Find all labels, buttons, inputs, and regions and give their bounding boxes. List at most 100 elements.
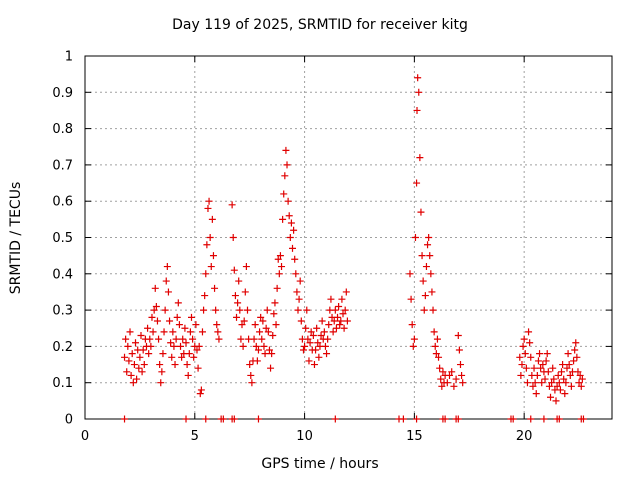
data-point: [127, 371, 135, 379]
chart-title: Day 119 of 2025, SRMTID for receiver kit…: [172, 17, 468, 33]
data-point: [139, 346, 147, 354]
data-point: [234, 299, 242, 307]
data-point: [150, 306, 158, 314]
data-point: [161, 306, 169, 314]
data-point: [521, 350, 529, 358]
data-point: [192, 321, 200, 329]
data-point: [315, 353, 323, 361]
data-point: [239, 342, 247, 350]
data-point: [195, 342, 203, 350]
data-point: [545, 382, 553, 390]
data-point: [428, 288, 436, 296]
data-point: [144, 324, 152, 332]
data-point: [575, 379, 583, 387]
data-point: [562, 379, 570, 387]
data-point: [153, 317, 161, 325]
data-point: [278, 263, 286, 271]
data-point: [307, 328, 315, 336]
data-point: [518, 361, 526, 369]
data-point: [343, 317, 351, 325]
data-point: [162, 277, 170, 285]
data-point: [168, 353, 176, 361]
data-point: [149, 328, 157, 336]
data-point: [292, 270, 300, 278]
data-point: [431, 342, 439, 350]
data-point: [297, 317, 305, 325]
data-point: [565, 361, 573, 369]
data-point: [257, 313, 265, 321]
data-point: [181, 324, 189, 332]
data-point: [342, 288, 350, 296]
data-point: [337, 317, 345, 325]
x-tick-label: 15: [406, 429, 423, 444]
data-point: [243, 306, 251, 314]
data-point: [320, 328, 328, 336]
data-point: [530, 364, 538, 372]
data-point: [164, 288, 172, 296]
data-point: [415, 88, 423, 96]
data-point: [263, 306, 271, 314]
data-point: [517, 371, 525, 379]
data-point: [132, 339, 140, 347]
data-point: [294, 306, 302, 314]
data-point: [172, 335, 180, 343]
data-point: [516, 353, 524, 361]
data-point: [214, 328, 222, 336]
data-point: [429, 306, 437, 314]
data-point: [541, 375, 549, 383]
data-point: [187, 313, 195, 321]
data-point: [252, 342, 260, 350]
data-point: [275, 270, 283, 278]
data-point: [125, 357, 133, 365]
data-point: [296, 277, 304, 285]
data-point: [577, 382, 585, 390]
data-point: [260, 342, 268, 350]
data-point: [450, 382, 458, 390]
data-point: [446, 371, 454, 379]
data-point: [246, 361, 254, 369]
data-point: [408, 321, 416, 329]
data-point: [454, 332, 462, 340]
data-point: [548, 379, 556, 387]
x-tick-label: 10: [296, 429, 313, 444]
data-point: [321, 342, 329, 350]
data-point: [208, 215, 216, 223]
data-point: [574, 368, 582, 376]
data-point: [287, 219, 295, 227]
data-point: [178, 353, 186, 361]
data-point: [430, 328, 438, 336]
data-point: [230, 415, 238, 423]
y-tick-label: 0.7: [52, 158, 73, 173]
data-point: [443, 379, 451, 387]
y-tick-label: 0: [65, 413, 73, 428]
grid-lines: [85, 56, 612, 419]
x-tick-label: 0: [81, 429, 89, 444]
data-point: [236, 306, 244, 314]
data-point: [279, 215, 287, 223]
data-point: [283, 161, 291, 169]
data-point: [435, 353, 443, 361]
data-point: [527, 353, 535, 361]
data-point: [339, 310, 347, 318]
data-point: [564, 350, 572, 358]
data-point: [147, 342, 155, 350]
data-point: [550, 375, 558, 383]
data-point: [331, 415, 339, 423]
data-point: [264, 328, 272, 336]
data-point: [193, 346, 201, 354]
data-point: [124, 342, 132, 350]
data-point: [237, 335, 245, 343]
data-point: [552, 397, 560, 405]
data-point: [157, 379, 165, 387]
data-point: [284, 197, 292, 205]
data-point: [543, 350, 551, 358]
data-point: [136, 353, 144, 361]
data-point: [281, 172, 289, 180]
data-point: [555, 415, 563, 423]
data-point: [420, 306, 428, 314]
data-point: [184, 371, 192, 379]
data-point: [272, 321, 280, 329]
data-point: [276, 252, 284, 260]
data-point: [233, 313, 241, 321]
data-point: [282, 146, 290, 154]
